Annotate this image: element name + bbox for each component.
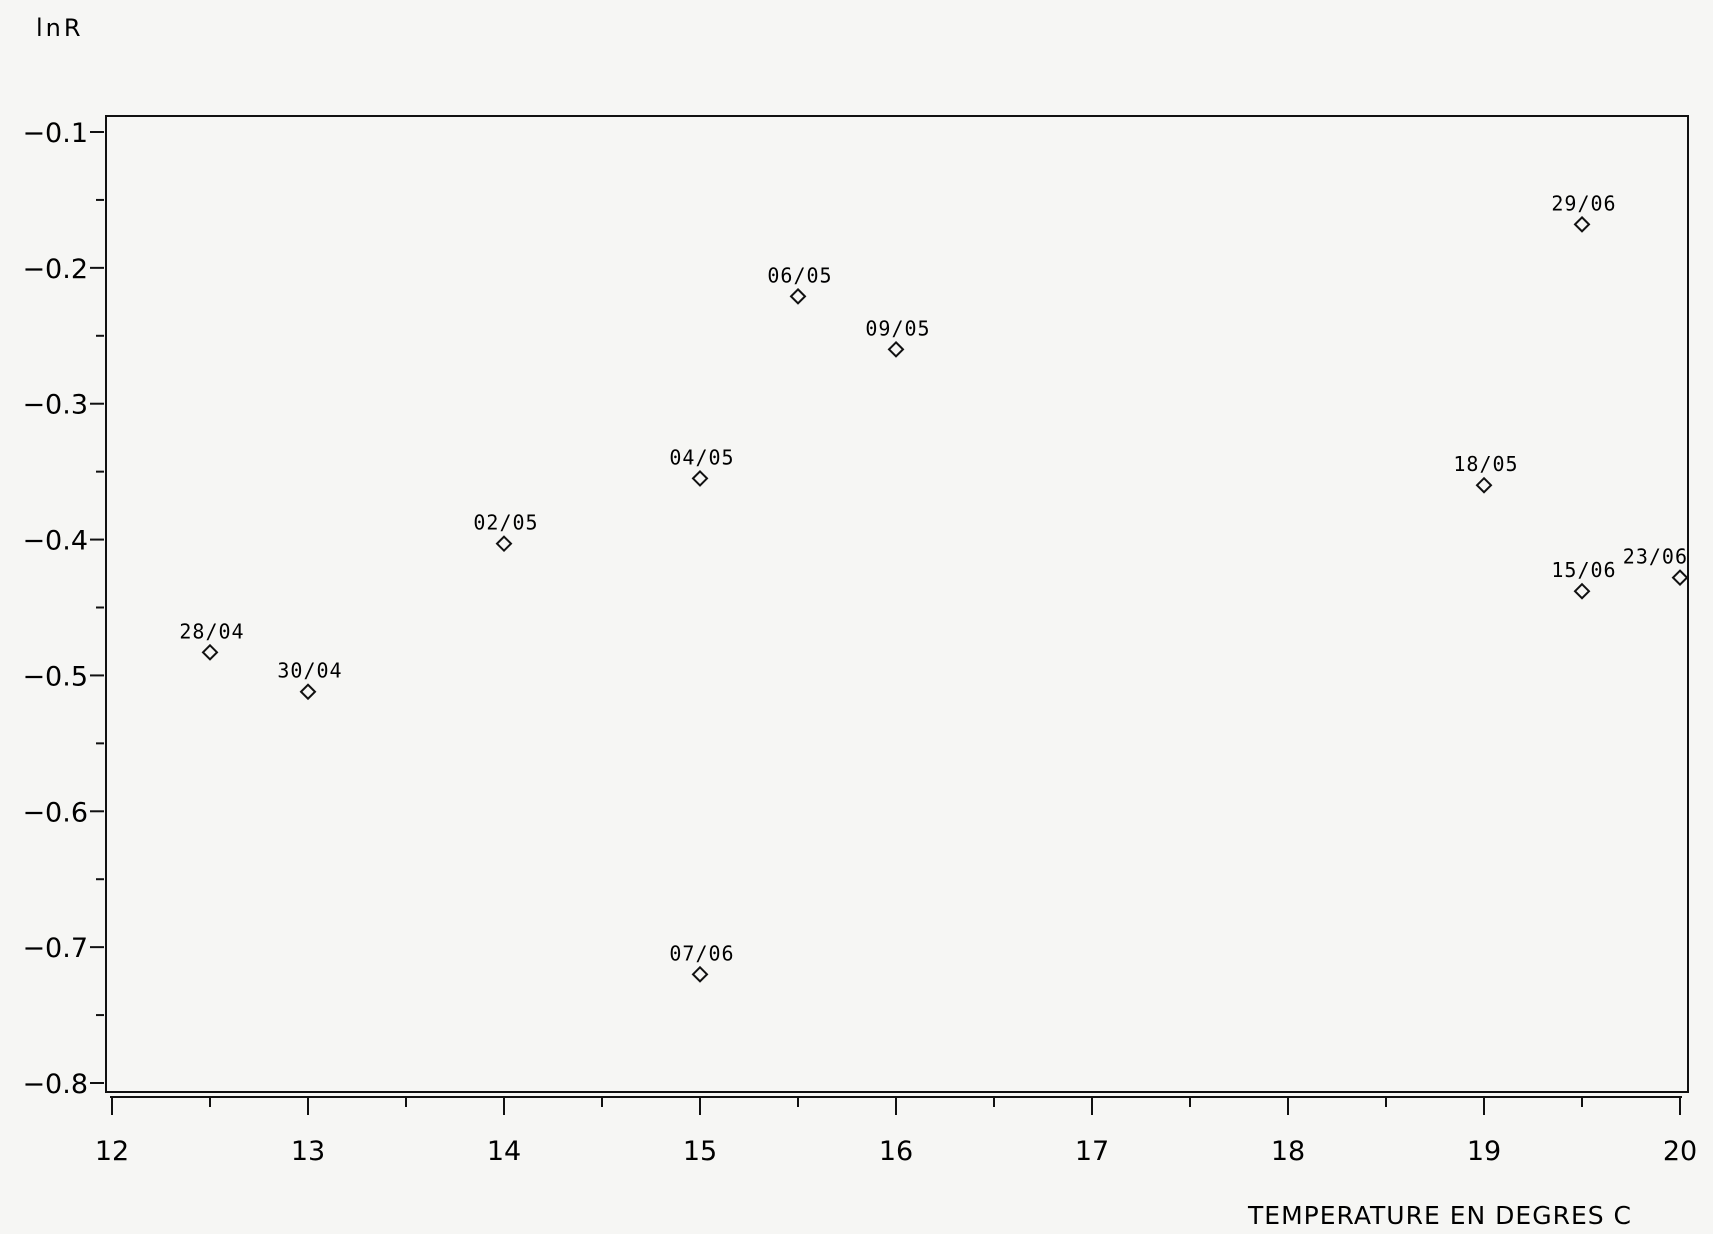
diamond-marker: [1475, 476, 1493, 494]
point-label: 09/05: [865, 316, 930, 340]
x-tick-label: 17: [1075, 1136, 1109, 1167]
data-point: 15/06: [1551, 558, 1616, 600]
x-tick-label: 19: [1467, 1136, 1501, 1167]
point-label: 07/06: [669, 941, 734, 965]
point-label: 02/05: [473, 511, 538, 535]
diamond-marker: [495, 535, 513, 553]
diamond-marker: [1573, 215, 1591, 233]
y-tick-label: −0.1: [22, 118, 88, 149]
data-point: 02/05: [473, 511, 538, 553]
point-label: 28/04: [179, 619, 244, 643]
point-label: 18/05: [1453, 452, 1518, 476]
y-tick-label: −0.3: [22, 390, 88, 421]
data-point: 30/04: [277, 659, 342, 701]
x-tick-label: 13: [291, 1136, 325, 1167]
data-point: 18/05: [1453, 452, 1518, 494]
y-axis-label: lnR: [36, 14, 84, 42]
x-tick-label: 18: [1271, 1136, 1305, 1167]
point-label: 30/04: [277, 659, 342, 683]
x-axis-label: TEMPERATURE EN DEGRES C: [1247, 1201, 1632, 1230]
y-axis: −0.1 −0.2 −0.3 −0.4 −0.5 −0.6 −0.7 −0.8: [22, 118, 104, 1100]
point-label: 04/05: [669, 445, 734, 469]
point-label: 23/06: [1623, 545, 1688, 569]
plot-frame: [105, 115, 1689, 1093]
y-tick-label: −0.6: [22, 797, 88, 828]
data-point: 29/06: [1551, 191, 1616, 233]
point-label: 29/06: [1551, 191, 1616, 215]
diamond-marker: [1573, 582, 1591, 600]
x-tick-label: 14: [487, 1136, 521, 1167]
diamond-marker: [201, 643, 219, 661]
y-tick-label: −0.7: [22, 933, 88, 964]
data-points: 28/04 30/04 02/05 04/05 06/05 09/05 18/05 07/06…: [179, 191, 1689, 983]
diamond-marker: [691, 965, 709, 983]
diamond-marker: [887, 340, 905, 358]
y-tick-label: −0.4: [22, 526, 88, 557]
x-axis: 12 13 14 15 16 17 18 19 20: [95, 1096, 1697, 1167]
x-tick-label: 16: [879, 1136, 913, 1167]
x-tick-label: 15: [683, 1136, 717, 1167]
point-label: 15/06: [1551, 558, 1616, 582]
y-tick-label: −0.2: [22, 254, 88, 285]
x-tick-label: 12: [95, 1136, 129, 1167]
y-tick-label: −0.8: [22, 1069, 88, 1100]
diamond-marker: [691, 470, 709, 487]
data-point: 28/04: [179, 619, 244, 661]
data-point: 07/06: [669, 941, 734, 983]
x-tick-label: 20: [1663, 1136, 1697, 1167]
data-point: 06/05: [767, 263, 832, 305]
data-point: 23/06: [1623, 545, 1689, 587]
point-label: 06/05: [767, 263, 832, 287]
data-point: 04/05: [669, 445, 734, 487]
diamond-marker: [1671, 569, 1689, 587]
y-tick-label: −0.5: [22, 661, 88, 692]
data-point: 09/05: [865, 316, 930, 358]
diamond-marker: [299, 683, 317, 701]
diamond-marker: [789, 287, 807, 305]
